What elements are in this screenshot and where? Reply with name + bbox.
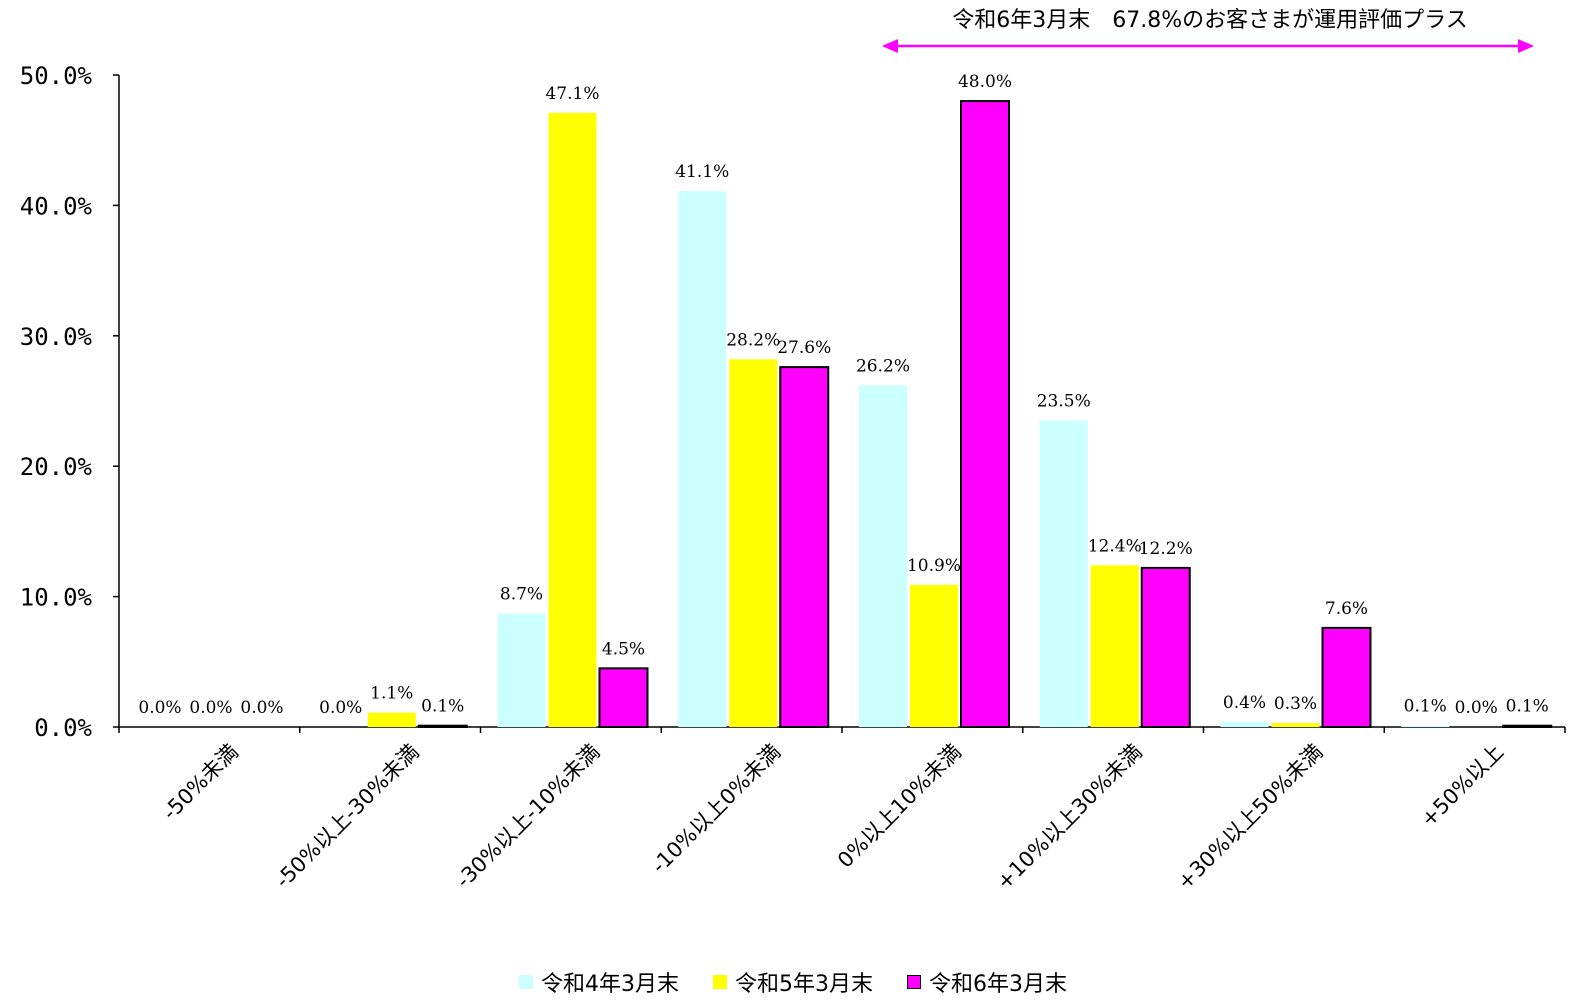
data-label: 23.5%: [1037, 392, 1091, 412]
legend-item-series-1: 令和4年3月末: [519, 966, 679, 998]
data-label: 10.9%: [907, 556, 961, 576]
annotation-arrow: [882, 39, 1534, 53]
x-category-label: -30%以上-10%未満: [451, 740, 604, 893]
x-category-label: -10%以上0%未満: [647, 740, 785, 878]
data-label: 0.0%: [189, 698, 232, 718]
data-label: 0.1%: [1506, 697, 1549, 717]
data-label: 0.0%: [240, 698, 283, 718]
bars: [367, 100, 1553, 729]
legend-label-series-3: 令和6年3月末: [929, 972, 1067, 997]
data-label: 0.3%: [1274, 694, 1317, 714]
legend-item-series-3: 令和6年3月末: [907, 966, 1067, 998]
x-axis: -50%未満 -50%以上-30%未満 -30%以上-10%未満 -10%以上0%未満…: [118, 726, 1566, 895]
y-tick-label: 20.0%: [20, 453, 93, 481]
x-category-label: 0%以上10%未満: [833, 740, 966, 873]
bar: [1321, 626, 1372, 728]
bar-chart: 0.0%10.0%20.0%30.0%40.0%50.0% -50%未満 -50%…: [20, 39, 1566, 895]
data-label: 0.1%: [1404, 697, 1447, 717]
data-label: 0.0%: [138, 698, 181, 718]
bar: [548, 112, 597, 728]
x-category-label: +30%以上50%未満: [1173, 740, 1328, 895]
bar: [1220, 721, 1269, 727]
legend-swatch-series-3: [907, 975, 921, 989]
y-tick-label: 30.0%: [20, 323, 93, 351]
bar: [779, 366, 830, 728]
data-label: 48.0%: [958, 72, 1012, 92]
x-category-label: -50%以上-30%未満: [271, 740, 424, 893]
bar: [678, 191, 727, 727]
legend-swatch-series-2: [713, 975, 727, 989]
bar: [729, 359, 778, 727]
data-label: 26.2%: [856, 356, 910, 376]
data-label: 0.0%: [319, 698, 362, 718]
legend-item-series-2: 令和5年3月末: [713, 966, 873, 998]
data-label: 41.1%: [675, 162, 729, 182]
data-label: 12.4%: [1088, 536, 1142, 556]
x-category-label: +50%以上: [1416, 740, 1508, 832]
y-tick-label: 50.0%: [20, 62, 93, 90]
bar: [417, 724, 468, 728]
x-category-label: +10%以上30%未満: [992, 740, 1147, 895]
y-tick-label: 10.0%: [20, 584, 93, 612]
arrow-head-right: [1518, 39, 1534, 53]
data-label: 1.1%: [370, 684, 413, 704]
legend: 令和4年3月末 令和5年3月末 令和6年3月末: [0, 964, 1586, 1000]
bar: [367, 712, 416, 727]
bar: [497, 613, 546, 727]
y-tick-label: 40.0%: [20, 192, 93, 220]
data-label: 47.1%: [545, 84, 599, 104]
legend-label-series-1: 令和4年3月末: [541, 972, 679, 997]
y-axis: 0.0% 10.0% 20.0% 30.0% 40.0% 50.0%: [20, 62, 120, 742]
bar: [910, 584, 958, 727]
data-label: 4.5%: [602, 639, 645, 659]
y-tick-label: 0.0%: [34, 714, 92, 742]
data-label: 8.7%: [500, 585, 543, 605]
data-label: 28.2%: [726, 330, 780, 350]
legend-label-series-2: 令和5年3月末: [735, 972, 873, 997]
bar: [859, 385, 907, 727]
bar: [1502, 724, 1553, 728]
data-label: 0.1%: [421, 697, 464, 717]
data-label: 27.6%: [777, 338, 831, 358]
legend-swatch-series-1: [519, 975, 533, 989]
bar: [960, 100, 1010, 728]
data-label: 12.2%: [1139, 539, 1193, 559]
data-labels: 0.0% 0.0% 8.7% 41.1% 26.2% 23.5% 0.4% 0.1% 0.0% 1…: [138, 72, 1548, 718]
arrow-head-left: [882, 39, 898, 53]
x-category-label: -50%未満: [158, 740, 243, 825]
chart-annotation: 令和6年3月末 67.8%のお客さまが運用評価プラス: [952, 8, 1468, 33]
bar: [1140, 566, 1191, 728]
bar: [1090, 565, 1139, 727]
bar: [1039, 420, 1088, 727]
data-label: 0.0%: [1455, 698, 1498, 718]
data-label: 7.6%: [1325, 599, 1368, 619]
bar: [1271, 723, 1320, 727]
bar: [598, 667, 649, 729]
bar: [1401, 725, 1450, 727]
data-label: 0.4%: [1223, 693, 1266, 713]
